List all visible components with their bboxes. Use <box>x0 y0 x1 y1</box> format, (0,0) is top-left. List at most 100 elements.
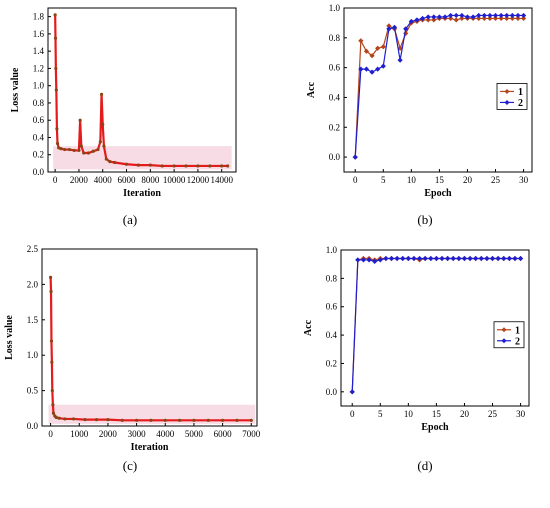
loss-point <box>196 164 200 168</box>
series-2-point <box>431 14 437 20</box>
series-2-point <box>464 14 471 20</box>
loss-point <box>98 140 102 144</box>
caption-b: (b) <box>417 212 432 227</box>
x-tick-label: 0 <box>353 175 358 185</box>
x-axis-label: Iteration <box>131 442 169 453</box>
series-2-point <box>492 12 499 19</box>
x-tick-label: 5 <box>381 175 386 185</box>
series-2-point <box>478 255 484 262</box>
loss-trace <box>54 14 228 168</box>
plot-frame <box>343 7 533 173</box>
y-tick-label: 1.8 <box>33 12 45 22</box>
series-2-point <box>355 257 361 263</box>
series-2-point <box>509 12 515 19</box>
loss-point <box>113 160 117 165</box>
loss-point <box>226 164 230 168</box>
series-2-point <box>439 255 445 262</box>
series-2-point <box>416 255 423 262</box>
x-tick-label: 10000 <box>163 175 186 185</box>
series-2-point <box>403 26 409 32</box>
series-2-point <box>487 12 493 19</box>
plot-frame <box>41 248 258 427</box>
y-tick-label: 1.6 <box>33 29 45 39</box>
series-1-point <box>504 15 510 22</box>
loss-point <box>51 403 55 407</box>
loss-point <box>94 418 99 422</box>
series-2-point <box>515 12 521 19</box>
series-2-point <box>495 255 501 262</box>
series-2-point <box>459 12 465 19</box>
loss-point <box>136 163 141 167</box>
x-tick-label: 3000 <box>128 429 147 439</box>
loss-point <box>221 418 225 422</box>
series-2-point <box>363 66 370 72</box>
series-2-point <box>380 63 386 69</box>
loss-point <box>96 147 100 152</box>
series-2-point <box>512 255 518 262</box>
series-2-point <box>394 255 400 262</box>
series-2-point <box>411 255 417 262</box>
series-2-point <box>352 154 358 160</box>
x-tick-label: 6000 <box>214 429 233 439</box>
series-1-point <box>403 30 409 36</box>
loss-point <box>163 418 167 422</box>
x-tick-label: 1000 <box>70 429 89 439</box>
y-tick-label: 0.4 <box>329 92 341 102</box>
loss-point <box>206 418 210 422</box>
series-2-point <box>450 255 456 262</box>
legend-label: 1 <box>515 325 520 336</box>
loss-point <box>63 417 67 421</box>
loss-point <box>57 416 61 420</box>
legend-swatch-marker <box>504 99 510 105</box>
y-tick-label: 0.8 <box>33 98 45 108</box>
series-1-point <box>363 48 370 54</box>
y-tick-label: 2.0 <box>27 279 39 289</box>
series-2-point <box>453 12 459 19</box>
loss-point <box>184 164 188 168</box>
x-axis-label: Epoch <box>424 188 452 199</box>
series-2-point <box>428 255 434 262</box>
x-tick-label: 15 <box>435 175 445 185</box>
loss-point <box>178 418 182 422</box>
series-1-point <box>431 17 437 23</box>
loss-point <box>135 418 139 422</box>
y-tick-label: 1.0 <box>329 3 341 13</box>
x-axis-label: Iteration <box>123 188 161 199</box>
y-tick-label: 2.5 <box>27 244 39 254</box>
y-tick-label: 1.5 <box>27 315 39 325</box>
series-2-point <box>489 255 496 262</box>
x-tick-label: 0 <box>48 429 53 439</box>
series-2-point <box>388 255 395 262</box>
series-2-point <box>484 255 490 262</box>
series-2-point <box>349 389 355 395</box>
legend-label: 2 <box>515 336 520 347</box>
x-tick-label: 15 <box>432 409 442 419</box>
series-2-point <box>400 255 406 262</box>
series-2-point <box>433 255 440 262</box>
series-1-point <box>515 15 521 22</box>
series-2-point <box>501 255 507 262</box>
series-1-point <box>386 23 392 29</box>
x-tick-label: 20 <box>463 175 473 185</box>
loss-point <box>54 66 58 71</box>
loss-point <box>102 144 106 148</box>
y-tick-label: 0.6 <box>33 115 45 125</box>
legend-swatch-marker <box>501 338 507 344</box>
series-2-point <box>504 12 510 19</box>
loss-point <box>235 418 239 422</box>
series-2-point <box>386 26 392 32</box>
series-2-point <box>436 14 443 20</box>
loss-point <box>148 163 152 167</box>
loss-point <box>49 339 54 343</box>
x-tick-label: 10 <box>404 409 414 419</box>
loss-point <box>99 92 104 96</box>
series-1-point <box>375 45 381 51</box>
series-1-point <box>520 15 527 22</box>
loss-point <box>120 418 124 422</box>
y-axis-label: Acc <box>306 81 317 98</box>
loss-point <box>78 118 82 122</box>
loss-point <box>55 127 59 131</box>
y-tick-label: 0.0 <box>329 152 341 162</box>
series-1-point <box>498 15 504 22</box>
y-tick-label: 0.2 <box>329 122 340 132</box>
